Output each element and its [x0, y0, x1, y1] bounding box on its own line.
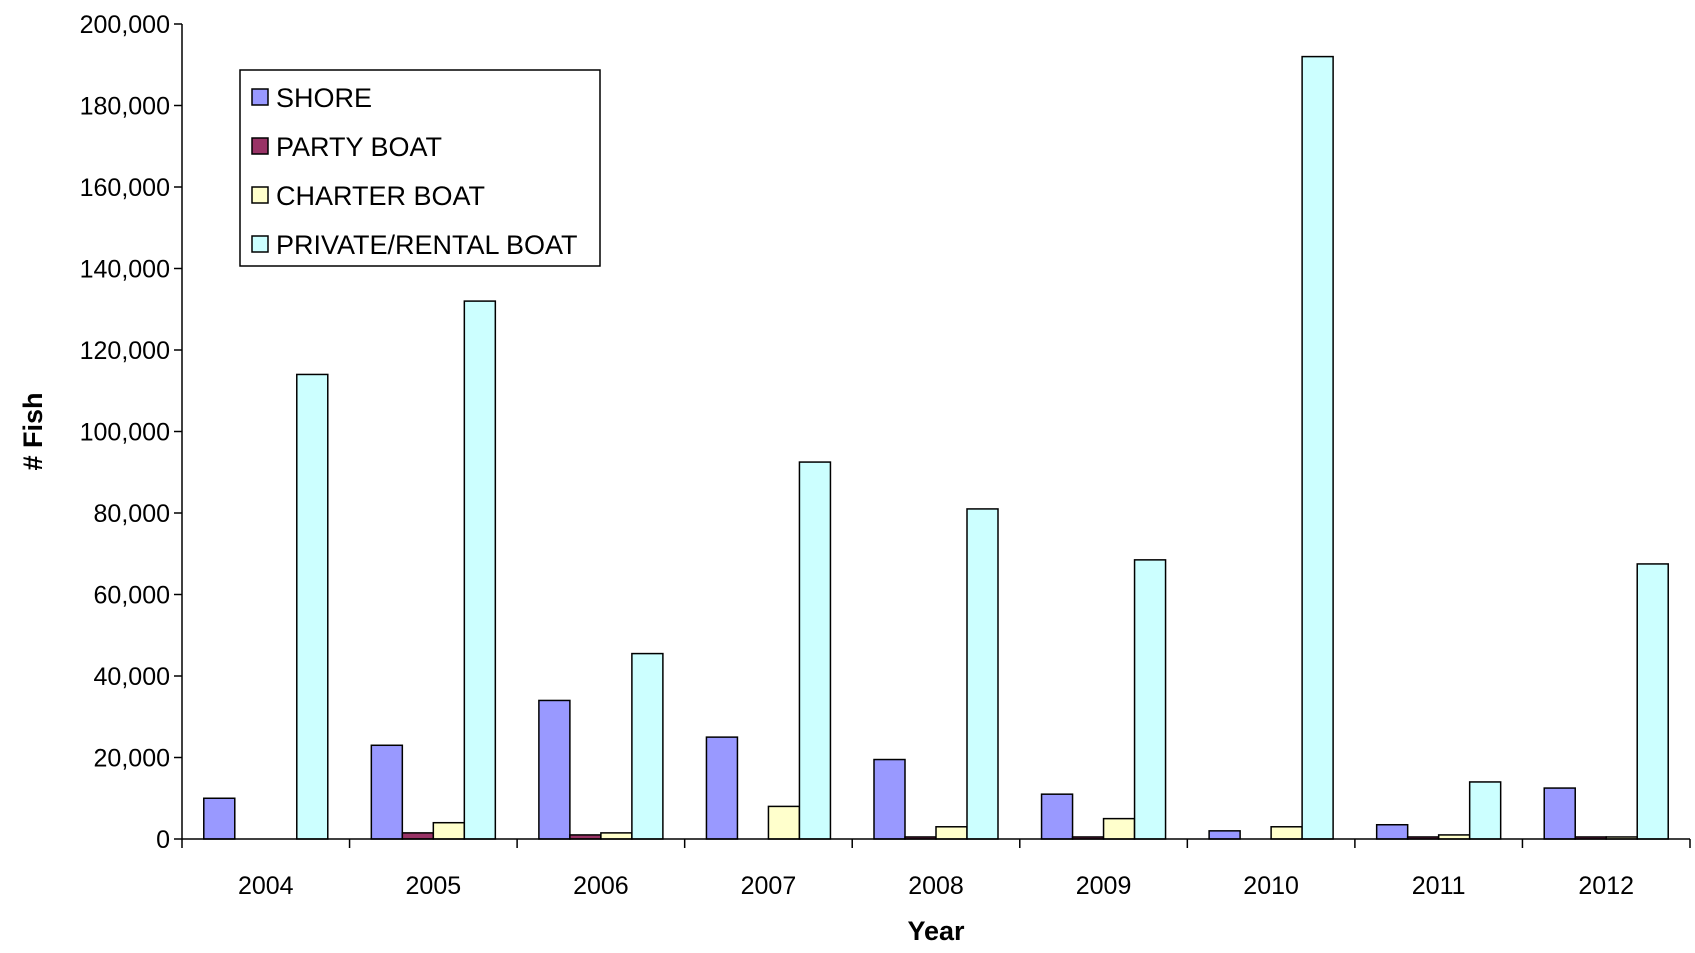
bar: [966, 508, 999, 840]
bar: [600, 832, 633, 840]
bar: [1270, 826, 1303, 840]
x-tick-label: 2004: [238, 872, 294, 900]
legend-swatch: [251, 186, 269, 204]
legend-swatch: [251, 137, 269, 155]
y-tick-label: 140,000: [80, 256, 170, 284]
y-axis-title: # Fish: [18, 392, 48, 470]
bar: [631, 652, 664, 840]
x-tick-label: 2006: [573, 872, 629, 900]
bar: [1208, 830, 1241, 840]
y-tick-label: 80,000: [94, 500, 170, 528]
x-tick-label: 2012: [1578, 872, 1634, 900]
bar: [1301, 55, 1334, 840]
y-tick-label: 160,000: [80, 174, 170, 202]
bar: [1468, 781, 1502, 840]
y-tick-label: 120,000: [80, 337, 170, 365]
bar: [432, 821, 466, 840]
bar: [463, 300, 497, 840]
x-tick-label: 2011: [1412, 872, 1466, 900]
bar: [873, 758, 906, 840]
y-tick-label: 0: [156, 826, 170, 854]
y-tick-label: 60,000: [94, 582, 170, 610]
bar: [1133, 559, 1167, 840]
x-axis-ticks: 2004 2005 2006 2007 2008 2009 2010 2011 2012: [181, 839, 1691, 900]
bar: [705, 736, 739, 840]
legend-box: [239, 69, 601, 267]
y-tick-label: 200,000: [80, 11, 170, 39]
x-axis-title: Year: [907, 916, 965, 946]
x-tick-label: 2005: [406, 872, 462, 900]
legend-swatch: [251, 88, 269, 106]
bar: [935, 826, 968, 840]
bar: [296, 373, 329, 840]
bar: [1102, 817, 1136, 840]
bar: [798, 461, 832, 840]
legend-label: SHORE: [276, 83, 372, 113]
x-tick-label: 2009: [1076, 872, 1132, 900]
y-tick-label: 40,000: [94, 663, 170, 691]
x-tick-label: 2010: [1243, 872, 1299, 900]
bar: [1375, 823, 1409, 840]
legend-label: PARTY BOAT: [276, 132, 442, 162]
bar: [538, 699, 571, 840]
legend-label: PRIVATE/RENTAL BOAT: [276, 230, 578, 260]
y-tick-label: 100,000: [80, 419, 170, 447]
bar: [1636, 563, 1669, 840]
bar: [1040, 793, 1074, 840]
x-tick-label: 2007: [741, 872, 797, 900]
bar: [401, 832, 435, 840]
legend-label: CHARTER BOAT: [276, 181, 485, 211]
bar: [767, 805, 801, 840]
bar: [1543, 787, 1576, 840]
bar: [203, 797, 236, 840]
y-tick-label: 180,000: [80, 93, 170, 121]
bar: [370, 744, 404, 840]
bar-series: [203, 55, 1669, 840]
x-tick-label: 2008: [908, 872, 964, 900]
legend: SHORE PARTY BOAT CHARTER BOAT PRIVATE/RENTA…: [239, 69, 601, 267]
legend-swatch: [251, 235, 269, 253]
y-axis-ticks: 0 20,000 40,000 60,000 80,000 100,000 120,000 1…: [80, 11, 182, 854]
y-tick-label: 20,000: [94, 745, 170, 773]
